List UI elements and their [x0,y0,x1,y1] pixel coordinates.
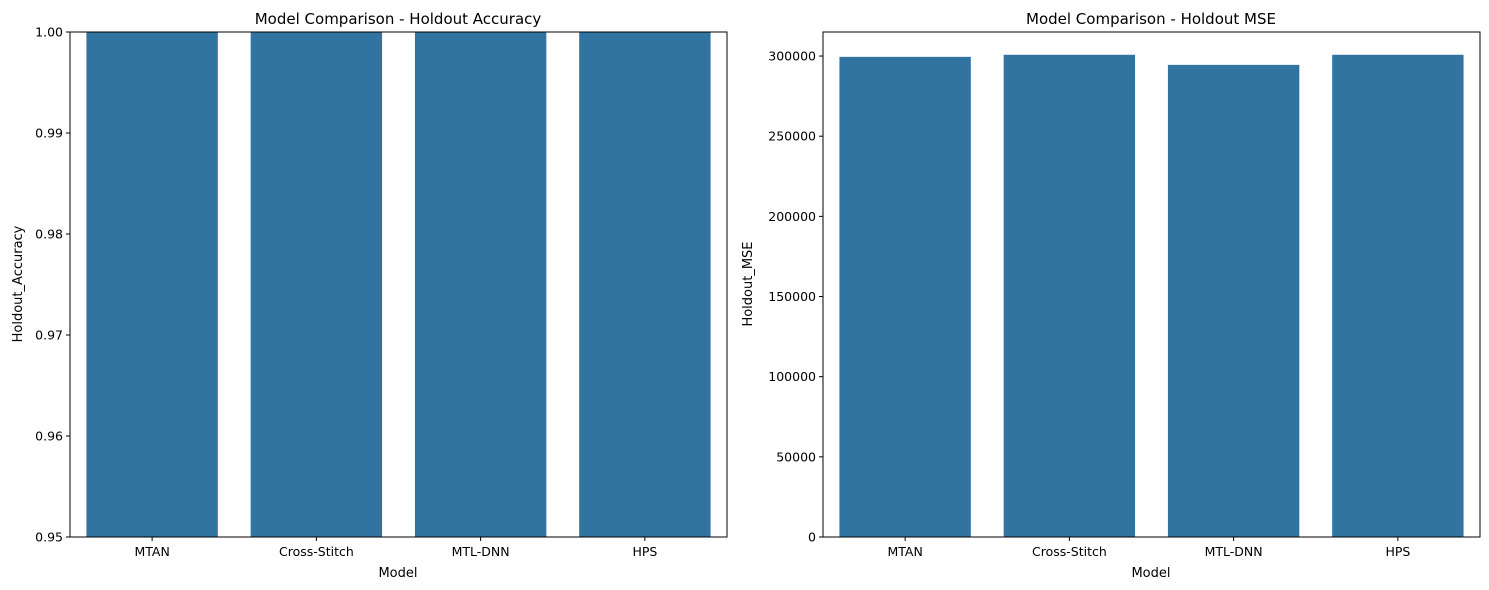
y-tick-label: 1.00 [35,25,63,40]
bar-mtan [839,56,971,537]
y-axis-label: Holdout_MSE [741,241,756,326]
y-tick-label: 50000 [776,449,816,464]
y-tick-label: 300000 [768,49,816,64]
bar-mtan [86,32,218,537]
bar-mtl-dnn [1167,64,1300,538]
x-tick-label: MTAN [887,544,922,559]
y-tick-label: 200000 [768,209,816,224]
bar-cross-stitch [250,32,383,537]
y-tick-label: 100000 [768,369,816,384]
y-tick-label: 250000 [768,129,816,144]
y-tick-label: 0.95 [35,530,63,545]
bars [86,32,711,537]
bar-cross-stitch [1003,54,1136,538]
y-ticks: 0 50000 100000 150000 200000 250000 300000 [768,49,823,545]
chart-title: Model Comparison - Holdout MSE [1026,10,1276,28]
chart-holdout-mse: Model Comparison - Holdout MSE 0 50000 100… [741,10,1481,581]
axes-frame [69,31,728,538]
chart-holdout-accuracy: Model Comparison - Holdout Accuracy 0.95… [11,10,728,581]
x-axis-label: Model [378,566,417,581]
bars [839,54,1464,538]
x-ticks: MTAN Cross-Stitch MTL-DNN HPS [887,537,1410,559]
y-tick-label: 150000 [768,289,816,304]
y-tick-label: 0.99 [35,126,63,141]
x-tick-label: Cross-Stitch [1032,544,1107,559]
x-axis-label: Model [1131,566,1170,581]
x-tick-label: Cross-Stitch [279,544,354,559]
y-axis-label: Holdout_Accuracy [11,225,26,342]
y-tick-label: 0.96 [35,429,63,444]
y-tick-label: 0.98 [35,227,63,242]
x-tick-label: HPS [632,544,657,559]
y-tick-label: 0.97 [35,328,63,343]
y-tick-label: 0 [808,530,816,545]
y-ticks: 0.95 0.96 0.97 0.98 0.99 1.00 [35,25,70,545]
bar-hps [1332,54,1464,538]
x-ticks: MTAN Cross-Stitch MTL-DNN HPS [134,537,657,559]
bar-mtl-dnn [414,32,547,537]
x-tick-label: HPS [1385,544,1410,559]
axes-frame [822,31,1481,538]
x-tick-label: MTAN [134,544,169,559]
x-tick-label: MTL-DNN [452,544,510,559]
x-tick-label: MTL-DNN [1205,544,1263,559]
bar-hps [579,32,711,537]
chart-title: Model Comparison - Holdout Accuracy [255,10,542,28]
